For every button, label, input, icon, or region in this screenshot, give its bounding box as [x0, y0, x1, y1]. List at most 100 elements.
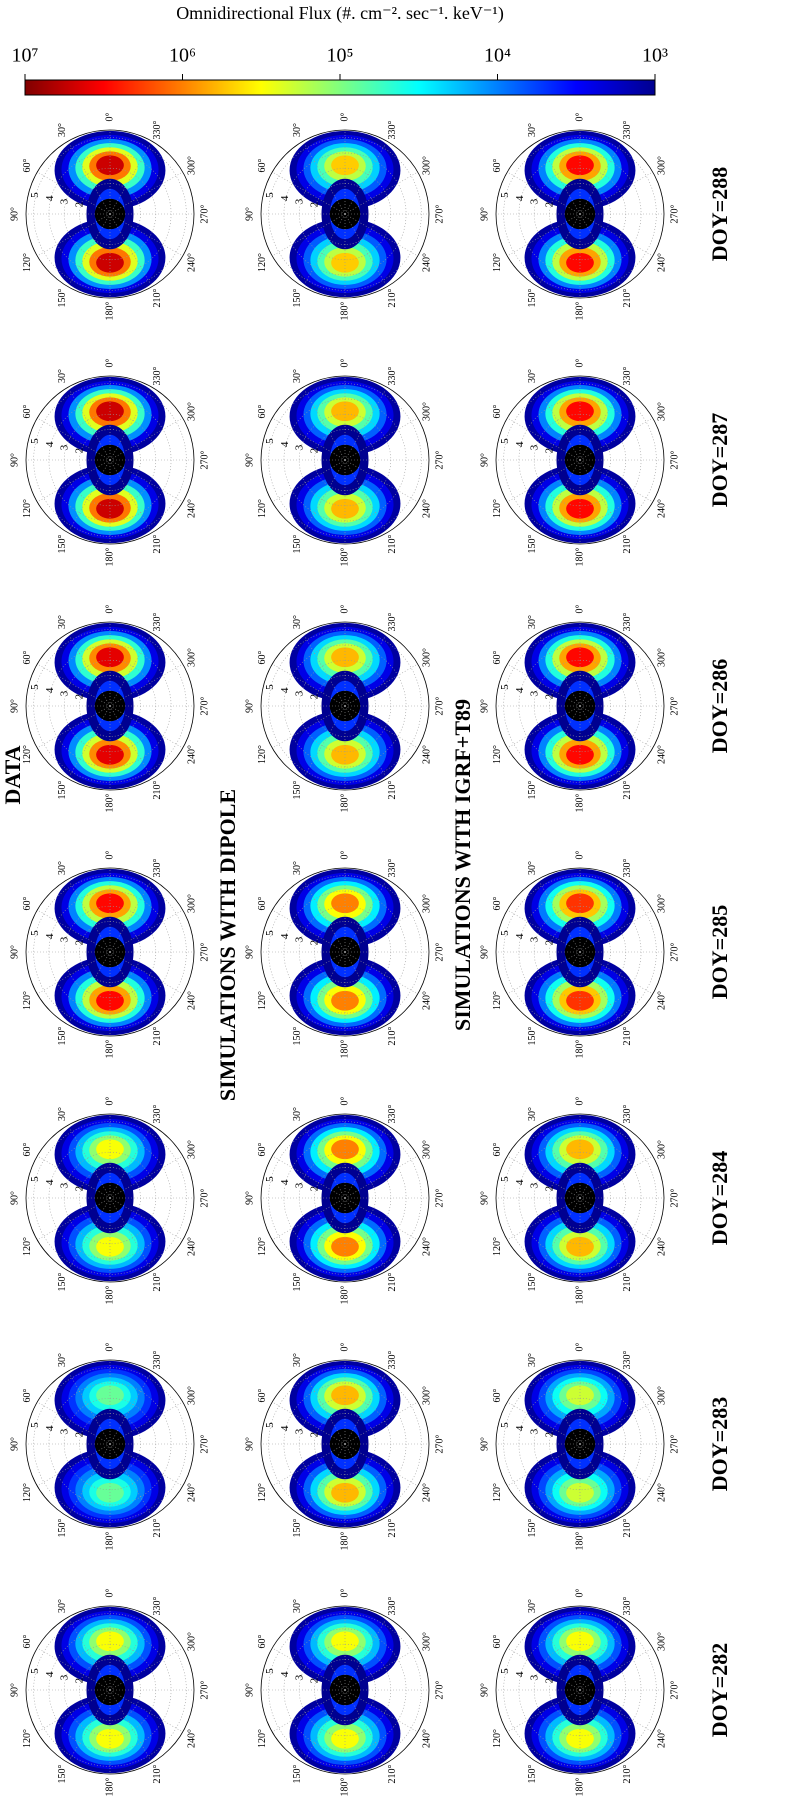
angle-label: 90° — [479, 699, 490, 713]
angle-label: 90° — [479, 945, 490, 959]
angle-label: 300° — [422, 1386, 433, 1405]
angle-label: 210° — [152, 1027, 163, 1046]
radial-label: 4 — [279, 195, 291, 201]
grid-ring — [503, 1367, 657, 1521]
angle-label: 0° — [574, 605, 585, 614]
angle-label: 240° — [187, 1483, 198, 1502]
angle-label: 270° — [669, 1189, 680, 1208]
angle-label: 330° — [387, 612, 398, 631]
grid-spoke — [344, 705, 388, 779]
grid-ring — [518, 890, 642, 1014]
angle-label: 300° — [187, 156, 198, 175]
radial-label: 4 — [44, 687, 56, 693]
grid-spoke — [344, 951, 418, 995]
angle-label: 180° — [104, 1778, 115, 1797]
angle-label: 330° — [622, 1350, 633, 1369]
angle-label: 210° — [387, 1273, 398, 1292]
grid-spoke — [109, 1125, 153, 1199]
grid-spoke — [507, 1443, 581, 1487]
grid-ring — [503, 137, 657, 291]
polar-frame — [25, 375, 195, 545]
angle-label: 30° — [292, 615, 303, 629]
grid-ring — [33, 1613, 187, 1767]
angle-label: 300° — [657, 1386, 668, 1405]
grid-spoke — [109, 459, 183, 503]
grid-ring — [268, 1121, 422, 1275]
grid-ring — [283, 398, 407, 522]
radial-label: 2 — [309, 1432, 321, 1438]
angle-label: 180° — [339, 1286, 350, 1305]
angle-label: 180° — [574, 548, 585, 567]
radial-label: 5 — [499, 438, 511, 444]
radial-label: 5 — [499, 1176, 511, 1182]
angle-label: 240° — [657, 745, 668, 764]
grid-spoke — [37, 171, 111, 215]
grid-spoke — [302, 213, 346, 287]
angle-label: 180° — [104, 794, 115, 813]
angle-label: 210° — [622, 289, 633, 308]
angle-label: 150° — [292, 1765, 303, 1784]
grid-ring — [503, 629, 657, 783]
angle-label: 180° — [574, 1040, 585, 1059]
grid-spoke — [302, 1125, 346, 1199]
grid-spoke — [579, 171, 653, 215]
polar-panel: 0° 30° 60° 90° 120° 150° 180° 210° 240° 270° 300° 3… — [244, 1589, 445, 1797]
angle-label: 0° — [339, 359, 350, 368]
angle-label: 330° — [152, 858, 163, 877]
grid-spoke — [579, 459, 653, 503]
angle-label: 210° — [387, 1519, 398, 1538]
angle-label: 330° — [622, 366, 633, 385]
angle-label: 90° — [244, 207, 255, 221]
angle-label: 0° — [574, 113, 585, 122]
angle-label: 60° — [257, 159, 268, 173]
angle-label: 120° — [257, 1729, 268, 1748]
grid-spoke — [109, 633, 153, 707]
polar-frame — [25, 867, 195, 1037]
angle-label: 330° — [622, 1104, 633, 1123]
radial-label: 3 — [294, 1428, 306, 1434]
angle-label: 60° — [22, 897, 33, 911]
angle-label: 0° — [104, 605, 115, 614]
grid-spoke — [272, 705, 346, 749]
grid-spoke — [537, 141, 581, 215]
grid-spoke — [37, 951, 111, 995]
polar-frame — [260, 375, 430, 545]
grid-spoke — [579, 663, 653, 707]
radial-label: 3 — [529, 936, 541, 942]
grid-spoke — [109, 213, 153, 287]
grid-ring — [48, 1382, 172, 1506]
angle-label: 210° — [152, 1765, 163, 1784]
angle-label: 60° — [22, 159, 33, 173]
grid-ring — [48, 1136, 172, 1260]
radial-label: 2 — [309, 694, 321, 700]
polar-panel: 0° 30° 60° 90° 120° 150° 180° 210° 240° 270° 300° 3… — [244, 1343, 445, 1551]
angle-label: 150° — [527, 1273, 538, 1292]
polar-panel: 0° 30° 60° 90° 120° 150° 180° 210° 240° 270° 300° 3… — [9, 1343, 210, 1551]
grid-spoke — [344, 1155, 418, 1199]
radial-label: 5 — [29, 438, 41, 444]
grid-spoke — [537, 459, 581, 533]
angle-label: 270° — [434, 1681, 445, 1700]
grid-spoke — [344, 1689, 418, 1733]
angle-label: 210° — [152, 289, 163, 308]
angle-label: 300° — [657, 1140, 668, 1159]
radial-label: 2 — [309, 1186, 321, 1192]
angle-label: 0° — [574, 1097, 585, 1106]
angle-label: 120° — [492, 1237, 503, 1256]
grid-spoke — [67, 1197, 111, 1271]
angle-label: 270° — [199, 697, 210, 716]
polar-frame — [495, 129, 665, 299]
radial-label: 5 — [264, 684, 276, 690]
angle-label: 270° — [199, 1189, 210, 1208]
angle-label: 60° — [257, 897, 268, 911]
radial-label: 2 — [74, 694, 86, 700]
grid-ring — [48, 890, 172, 1014]
radial-label: 3 — [294, 690, 306, 696]
grid-spoke — [302, 633, 346, 707]
grid-spoke — [579, 705, 653, 749]
grid-spoke — [302, 387, 346, 461]
grid-spoke — [507, 1155, 581, 1199]
grid-spoke — [579, 1647, 653, 1691]
polar-panel: 0° 30° 60° 90° 120° 150° 180° 210° 240° 270° 300° 3… — [9, 113, 210, 321]
